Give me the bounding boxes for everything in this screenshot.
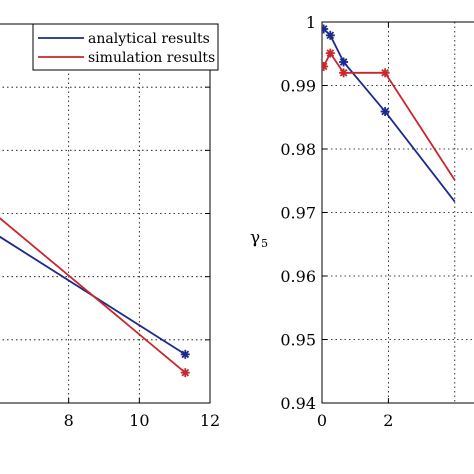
legend-box [32,23,219,71]
right-series-1-point-1 [325,48,335,58]
legend-entry-1: simulation results [88,50,215,66]
right-y-axis-label: γ [250,228,260,248]
right-ytick-label-3: 0.97 [280,204,316,223]
right-ytick-label-0: 0.94 [280,394,316,413]
right-xtick-label-1: 2 [383,411,393,430]
left-xtick-label-0: 8 [64,411,74,430]
legend-entry-0: analytical results [88,31,210,47]
left-series-line-1 [0,217,186,374]
legend: analytical results simulation results [32,23,219,71]
right-y-axis-label-subscript: 5 [261,237,268,250]
right-series-0-point-3 [380,107,390,117]
right-ytick-label-5: 0.99 [280,77,316,96]
right-series-0-point-0 [322,24,329,34]
right-ytick-label-6: 1 [306,13,316,32]
right-ytick-label-1: 0.95 [280,331,316,350]
right-series-1-point-2 [339,68,349,78]
right-series-line-0 [323,28,456,203]
right-series-1 [322,48,456,181]
right-ytick-label-4: 0.98 [280,140,316,159]
left-xtick-label-2: 12 [200,411,220,430]
right-chart-panel: 0.94 0.95 0.96 0.97 0.98 0.99 1 0 2 γ 5 [250,13,474,430]
left-chart-panel: 8 10 12 analytical results simulation result… [0,23,220,430]
right-series-1-point-0 [322,61,329,71]
left-xtick-label-1: 10 [129,411,149,430]
right-series-1-point-3 [380,68,390,78]
left-series-1-point-1 [180,368,190,378]
right-ytick-label-2: 0.96 [280,267,316,286]
right-series-0 [322,24,456,203]
right-series-0-point-1 [325,30,335,40]
left-series-0-point-1 [180,349,190,359]
right-xtick-label-0: 0 [317,411,327,430]
right-series-0-point-2 [339,57,349,67]
